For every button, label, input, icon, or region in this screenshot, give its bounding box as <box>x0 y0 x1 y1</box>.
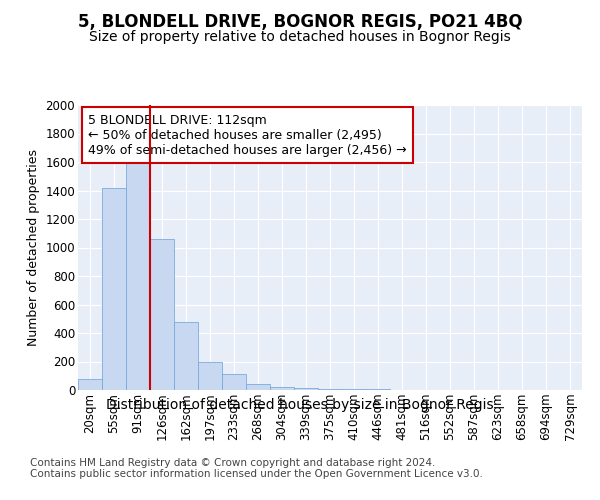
Text: Contains HM Land Registry data © Crown copyright and database right 2024.
Contai: Contains HM Land Registry data © Crown c… <box>30 458 483 479</box>
Text: 5 BLONDELL DRIVE: 112sqm
← 50% of detached houses are smaller (2,495)
49% of sem: 5 BLONDELL DRIVE: 112sqm ← 50% of detach… <box>88 114 407 156</box>
Bar <box>126 162 150 390</box>
Bar <box>150 239 174 390</box>
Bar <box>174 322 198 390</box>
Bar <box>246 384 270 390</box>
Bar <box>270 387 294 390</box>
Bar <box>222 374 246 390</box>
Bar <box>294 388 318 390</box>
Bar <box>78 378 102 390</box>
Y-axis label: Number of detached properties: Number of detached properties <box>27 149 40 346</box>
Bar <box>342 389 366 390</box>
Bar <box>102 188 126 390</box>
Bar <box>318 388 342 390</box>
Bar <box>198 362 222 390</box>
Text: Size of property relative to detached houses in Bognor Regis: Size of property relative to detached ho… <box>89 30 511 44</box>
Text: 5, BLONDELL DRIVE, BOGNOR REGIS, PO21 4BQ: 5, BLONDELL DRIVE, BOGNOR REGIS, PO21 4B… <box>77 12 523 30</box>
Text: Distribution of detached houses by size in Bognor Regis: Distribution of detached houses by size … <box>106 398 494 411</box>
